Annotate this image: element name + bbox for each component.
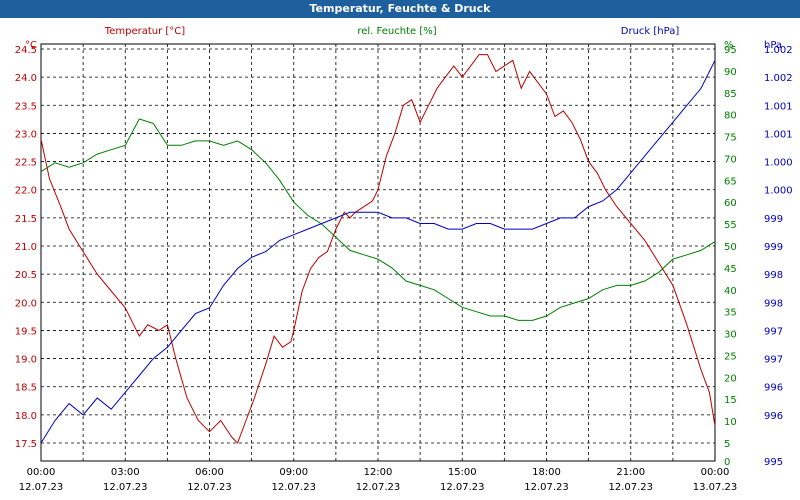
series-rel-feuchte bbox=[40, 118, 716, 321]
pressure-tick-label: 1.002 bbox=[764, 45, 793, 56]
humidity-tick-label: 10 bbox=[724, 417, 737, 428]
plot-area bbox=[40, 43, 716, 462]
pressure-tick-label: 1.001 bbox=[764, 101, 793, 112]
temperature-unit: °C bbox=[25, 40, 37, 51]
x-tick-time: 15:00 bbox=[448, 467, 477, 478]
humidity-tick-label: 30 bbox=[724, 330, 737, 341]
pressure-tick-label: 999 bbox=[764, 242, 783, 253]
humidity-tick-label: 15 bbox=[724, 395, 737, 406]
legend-temperature: Temperatur [°C] bbox=[104, 26, 185, 37]
temperature-tick-label: 20.0 bbox=[15, 298, 37, 309]
temperature-tick-label: 22.0 bbox=[15, 186, 37, 197]
x-tick-date: 13.07.23 bbox=[693, 482, 738, 493]
humidity-tick-label: 55 bbox=[724, 220, 737, 231]
pressure-tick-label: 1.000 bbox=[764, 186, 793, 197]
temperature-tick-label: 24.5 bbox=[15, 45, 37, 56]
pressure-unit: hPa bbox=[764, 40, 782, 51]
humidity-tick-label: 70 bbox=[724, 154, 737, 165]
x-tick-date: 12.07.23 bbox=[524, 482, 569, 493]
pressure-tick-label: 1.002 bbox=[764, 73, 793, 84]
legend-humidity: rel. Feuchte [%] bbox=[357, 26, 436, 37]
pressure-tick-label: 997 bbox=[764, 326, 783, 337]
x-tick-date: 12.07.23 bbox=[356, 482, 401, 493]
humidity-tick-label: 65 bbox=[724, 176, 737, 187]
humidity-tick-label: 85 bbox=[724, 89, 737, 100]
grid bbox=[41, 44, 715, 461]
temperature-tick-label: 21.0 bbox=[15, 242, 37, 253]
humidity-tick-label: 5 bbox=[724, 439, 730, 450]
x-tick-time: 18:00 bbox=[532, 467, 561, 478]
x-tick-date: 12.07.23 bbox=[187, 482, 232, 493]
legend-pressure: Druck [hPa] bbox=[621, 26, 680, 37]
x-tick-time: 12:00 bbox=[364, 467, 393, 478]
humidity-tick-label: 25 bbox=[724, 351, 737, 362]
pressure-tick-label: 998 bbox=[764, 270, 783, 281]
x-tick-date: 12.07.23 bbox=[440, 482, 485, 493]
pressure-tick-label: 998 bbox=[764, 298, 783, 309]
pressure-tick-label: 1.000 bbox=[764, 158, 793, 169]
temperature-tick-label: 18.0 bbox=[15, 411, 37, 422]
x-tick-date: 12.07.23 bbox=[19, 482, 64, 493]
temperature-tick-label: 19.0 bbox=[15, 355, 37, 366]
temperature-tick-label: 18.5 bbox=[15, 383, 37, 394]
pressure-tick-label: 999 bbox=[764, 214, 783, 225]
temperature-tick-label: 22.5 bbox=[15, 158, 37, 169]
temperature-tick-label: 17.5 bbox=[15, 439, 37, 450]
humidity-tick-label: 90 bbox=[724, 67, 737, 78]
series-druck bbox=[40, 60, 716, 444]
pressure-tick-label: 995 bbox=[764, 457, 783, 468]
x-tick-date: 12.07.23 bbox=[271, 482, 316, 493]
humidity-tick-label: 60 bbox=[724, 198, 737, 209]
temperature-tick-label: 23.0 bbox=[15, 129, 37, 140]
humidity-tick-label: 95 bbox=[724, 45, 737, 56]
humidity-tick-label: 45 bbox=[724, 264, 737, 275]
chart-title: Temperatur, Feuchte & Druck bbox=[0, 0, 800, 18]
temperature-tick-label: 20.5 bbox=[15, 270, 37, 281]
axis-labels: 17.5 18.0 18.5 19.0 19.5 20.0 20.5 21.0 21.5 22.0… bbox=[15, 40, 793, 493]
humidity-tick-label: 40 bbox=[724, 286, 737, 297]
x-tick-time: 21:00 bbox=[616, 467, 645, 478]
humidity-tick-label: 20 bbox=[724, 373, 737, 384]
series-lines bbox=[40, 54, 716, 444]
chart: 17.5 18.0 18.5 19.0 19.5 20.0 20.5 21.0 21.5 22.0… bbox=[15, 26, 793, 493]
humidity-tick-label: 35 bbox=[724, 308, 737, 319]
humidity-tick-label: 0 bbox=[724, 457, 730, 468]
pressure-tick-label: 1.001 bbox=[764, 129, 793, 140]
x-tick-time: 03:00 bbox=[111, 467, 140, 478]
legend: Temperatur [°C] rel. Feuchte [%] Druck [hP… bbox=[104, 26, 680, 37]
x-tick-time: 00:00 bbox=[701, 467, 730, 478]
temperature-tick-label: 23.5 bbox=[15, 101, 37, 112]
pressure-tick-label: 996 bbox=[764, 383, 783, 394]
series-temperatur bbox=[40, 54, 716, 444]
temperature-tick-label: 19.5 bbox=[15, 326, 37, 337]
x-tick-time: 09:00 bbox=[279, 467, 308, 478]
x-tick-date: 12.07.23 bbox=[103, 482, 148, 493]
humidity-unit: % bbox=[724, 40, 734, 51]
pressure-tick-label: 997 bbox=[764, 355, 783, 366]
x-tick-time: 06:00 bbox=[195, 467, 224, 478]
temperature-tick-label: 24.0 bbox=[15, 73, 37, 84]
humidity-tick-label: 75 bbox=[724, 133, 737, 144]
temperature-tick-label: 21.5 bbox=[15, 214, 37, 225]
x-tick-time: 00:00 bbox=[27, 467, 56, 478]
humidity-tick-label: 50 bbox=[724, 242, 737, 253]
x-tick-date: 12.07.23 bbox=[608, 482, 653, 493]
humidity-tick-label: 80 bbox=[724, 111, 737, 122]
pressure-tick-label: 996 bbox=[764, 411, 783, 422]
